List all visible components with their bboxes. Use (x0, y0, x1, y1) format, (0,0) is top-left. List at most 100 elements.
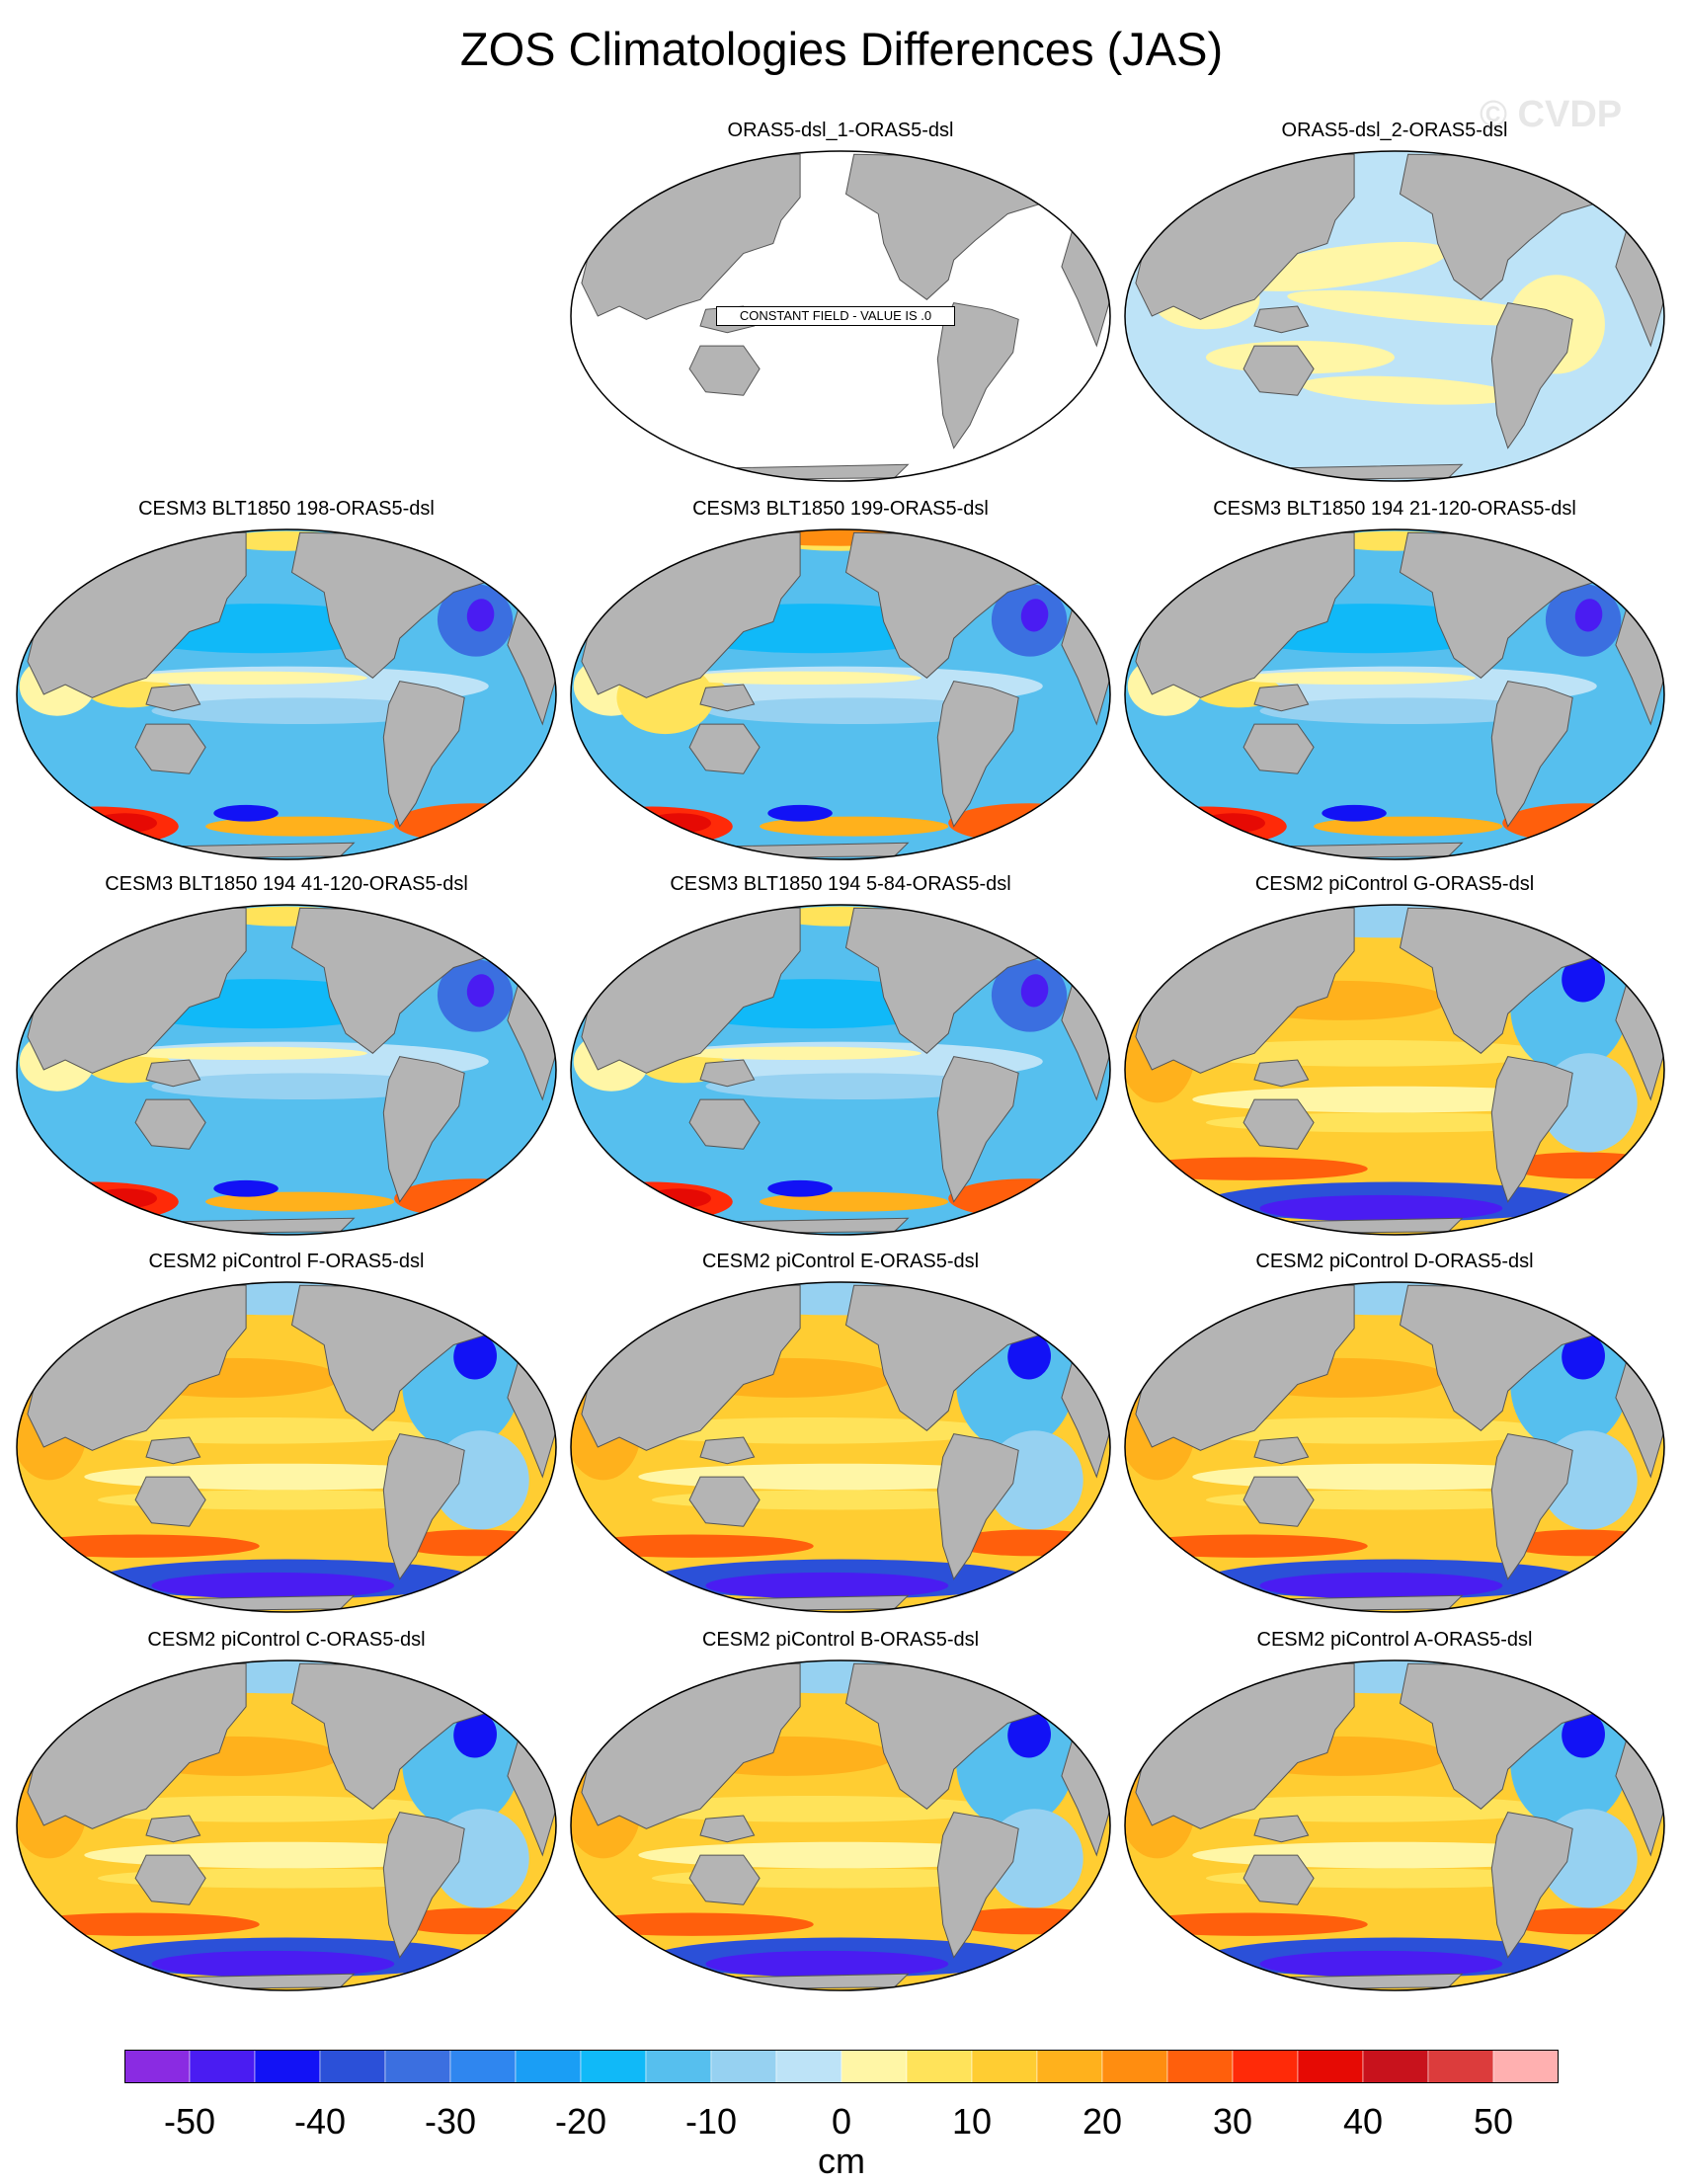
robinson-map (570, 1659, 1111, 1991)
colorbar-box (1166, 2050, 1234, 2083)
ocean-field (571, 529, 1110, 859)
robinson-map (1124, 528, 1665, 860)
colorbar-box (124, 2050, 191, 2083)
robinson-map (1124, 904, 1665, 1236)
map-panel: CESM2 piControl C-ORAS5-dsl (14, 1628, 559, 2003)
robinson-map (16, 904, 557, 1236)
land-south-america (1490, 1812, 1573, 1959)
robinson-map (1124, 1659, 1665, 1991)
map-panel: CESM2 piControl B-ORAS5-dsl (568, 1628, 1113, 2003)
panel-title: CESM3 BLT1850 199-ORAS5-dsl (692, 498, 989, 520)
land-australia (1242, 1476, 1315, 1527)
land-maritime-continent (1253, 1059, 1310, 1088)
land-australia (688, 1476, 761, 1527)
land-maritime-continent (699, 1436, 756, 1465)
ocean-field (1125, 151, 1664, 481)
colorbar-box (1362, 2050, 1429, 2083)
colorbar-box (710, 2050, 777, 2083)
colorbar-box (515, 2050, 582, 2083)
robinson-map (16, 528, 557, 860)
map-panel: CESM3 BLT1850 194 21-120-ORAS5-dsl (1122, 497, 1667, 872)
colorbar-box (1492, 2050, 1559, 2083)
colorbar-units: cm (818, 2141, 865, 2181)
colorbar-box (319, 2050, 386, 2083)
panel-title: CESM3 BLT1850 194 5-84-ORAS5-dsl (670, 873, 1011, 895)
land-australia (688, 1854, 761, 1905)
map-panel: CESM2 piControl E-ORAS5-dsl (568, 1250, 1113, 1625)
colorbar-box (906, 2050, 973, 2083)
map-panel: CESM2 piControl A-ORAS5-dsl (1122, 1628, 1667, 2003)
land-maritime-continent (145, 684, 201, 712)
land-australia (134, 1098, 206, 1150)
colorbar-box (1427, 2050, 1494, 2083)
colorbar-box (841, 2050, 908, 2083)
colorbar-box (645, 2050, 712, 2083)
land-greenland (974, 152, 1030, 172)
robinson-map (1124, 150, 1665, 482)
land-greenland (974, 1283, 1030, 1303)
robinson-map (570, 1281, 1111, 1613)
constant-field-label: CONSTANT FIELD - VALUE IS .0 (716, 306, 955, 326)
land-australia (134, 1854, 206, 1905)
colorbar-tick-label: -40 (293, 2101, 347, 2142)
land-south-america (936, 1812, 1019, 1959)
land-maritime-continent (699, 684, 756, 712)
land-australia (134, 723, 206, 774)
colorbar-tick-label: 20 (1082, 2101, 1123, 2142)
colorbar-box (775, 2050, 842, 2083)
colorbar-tick-label: 10 (951, 2101, 993, 2142)
ocean-field (17, 1660, 556, 1990)
land-south-america (936, 1056, 1019, 1203)
land-maritime-continent (699, 1059, 756, 1088)
land-greenland (1528, 1283, 1584, 1303)
land-greenland (420, 530, 476, 550)
colorbar-tick-label: -30 (424, 2101, 477, 2142)
land-greenland (1528, 530, 1584, 550)
map-panel: CESM3 BLT1850 194 5-84-ORAS5-dsl (568, 872, 1113, 1248)
map-panel: CESM3 BLT1850 194 41-120-ORAS5-dsl (14, 872, 559, 1248)
land-south-america (382, 681, 465, 828)
land-maritime-continent (1253, 305, 1310, 334)
panel-title: CESM3 BLT1850 194 41-120-ORAS5-dsl (105, 873, 468, 895)
land-australia (1242, 1854, 1315, 1905)
colorbar-tick-label: 30 (1212, 2101, 1253, 2142)
colorbar-box (971, 2050, 1038, 2083)
land-maritime-continent (1253, 1815, 1310, 1843)
map-panel: CESM3 BLT1850 199-ORAS5-dsl (568, 497, 1113, 872)
panel-title: CESM2 piControl G-ORAS5-dsl (1254, 873, 1535, 895)
land-south-america (936, 1433, 1019, 1580)
panel-title: CESM2 piControl B-ORAS5-dsl (701, 1629, 980, 1651)
map-panel: CESM3 BLT1850 198-ORAS5-dsl (14, 497, 559, 872)
map-panel: ORAS5-dsl_1-ORAS5-dsl CONSTANT FIELD - VA… (568, 119, 1113, 494)
colorbar-box (1232, 2050, 1299, 2083)
land-greenland (1528, 906, 1584, 926)
panel-title: CESM2 piControl E-ORAS5-dsl (701, 1251, 980, 1272)
land-south-america (1490, 1056, 1573, 1203)
cvdp-watermark: © CVDP (1480, 94, 1623, 135)
map-panel: CESM2 piControl D-ORAS5-dsl (1122, 1250, 1667, 1625)
ocean-field (1125, 529, 1664, 859)
land-south-america (1490, 302, 1573, 449)
map-panel: CESM2 piControl F-ORAS5-dsl (14, 1250, 559, 1625)
ocean-field (17, 529, 556, 859)
robinson-map (16, 1659, 557, 1991)
colorbar-tick-label: 0 (831, 2101, 852, 2142)
colorbar-tick-label: 40 (1342, 2101, 1384, 2142)
colorbar-tick-label: -50 (163, 2101, 216, 2142)
land-greenland (420, 1283, 476, 1303)
land-south-america (936, 302, 1019, 449)
panel-title: CESM2 piControl C-ORAS5-dsl (147, 1629, 426, 1651)
land-south-america (382, 1433, 465, 1580)
panel-title: CESM2 piControl A-ORAS5-dsl (1256, 1629, 1533, 1651)
colorbar-tick-labels: -50 -40 -30 -20 -10 0 10 20 30 40 50 (0, 2102, 1683, 2151)
panel-title: ORAS5-dsl_2-ORAS5-dsl (1281, 120, 1508, 141)
land-australia (688, 723, 761, 774)
land-australia (688, 1098, 761, 1150)
map-panel: ORAS5-dsl_2-ORAS5-dsl (1122, 119, 1667, 494)
ocean-field (571, 905, 1110, 1235)
panel-title: CESM3 BLT1850 194 21-120-ORAS5-dsl (1213, 498, 1576, 520)
ocean-field (1125, 905, 1664, 1235)
land-australia (688, 345, 761, 396)
colorbar-box (1297, 2050, 1364, 2083)
land-australia (1242, 723, 1315, 774)
